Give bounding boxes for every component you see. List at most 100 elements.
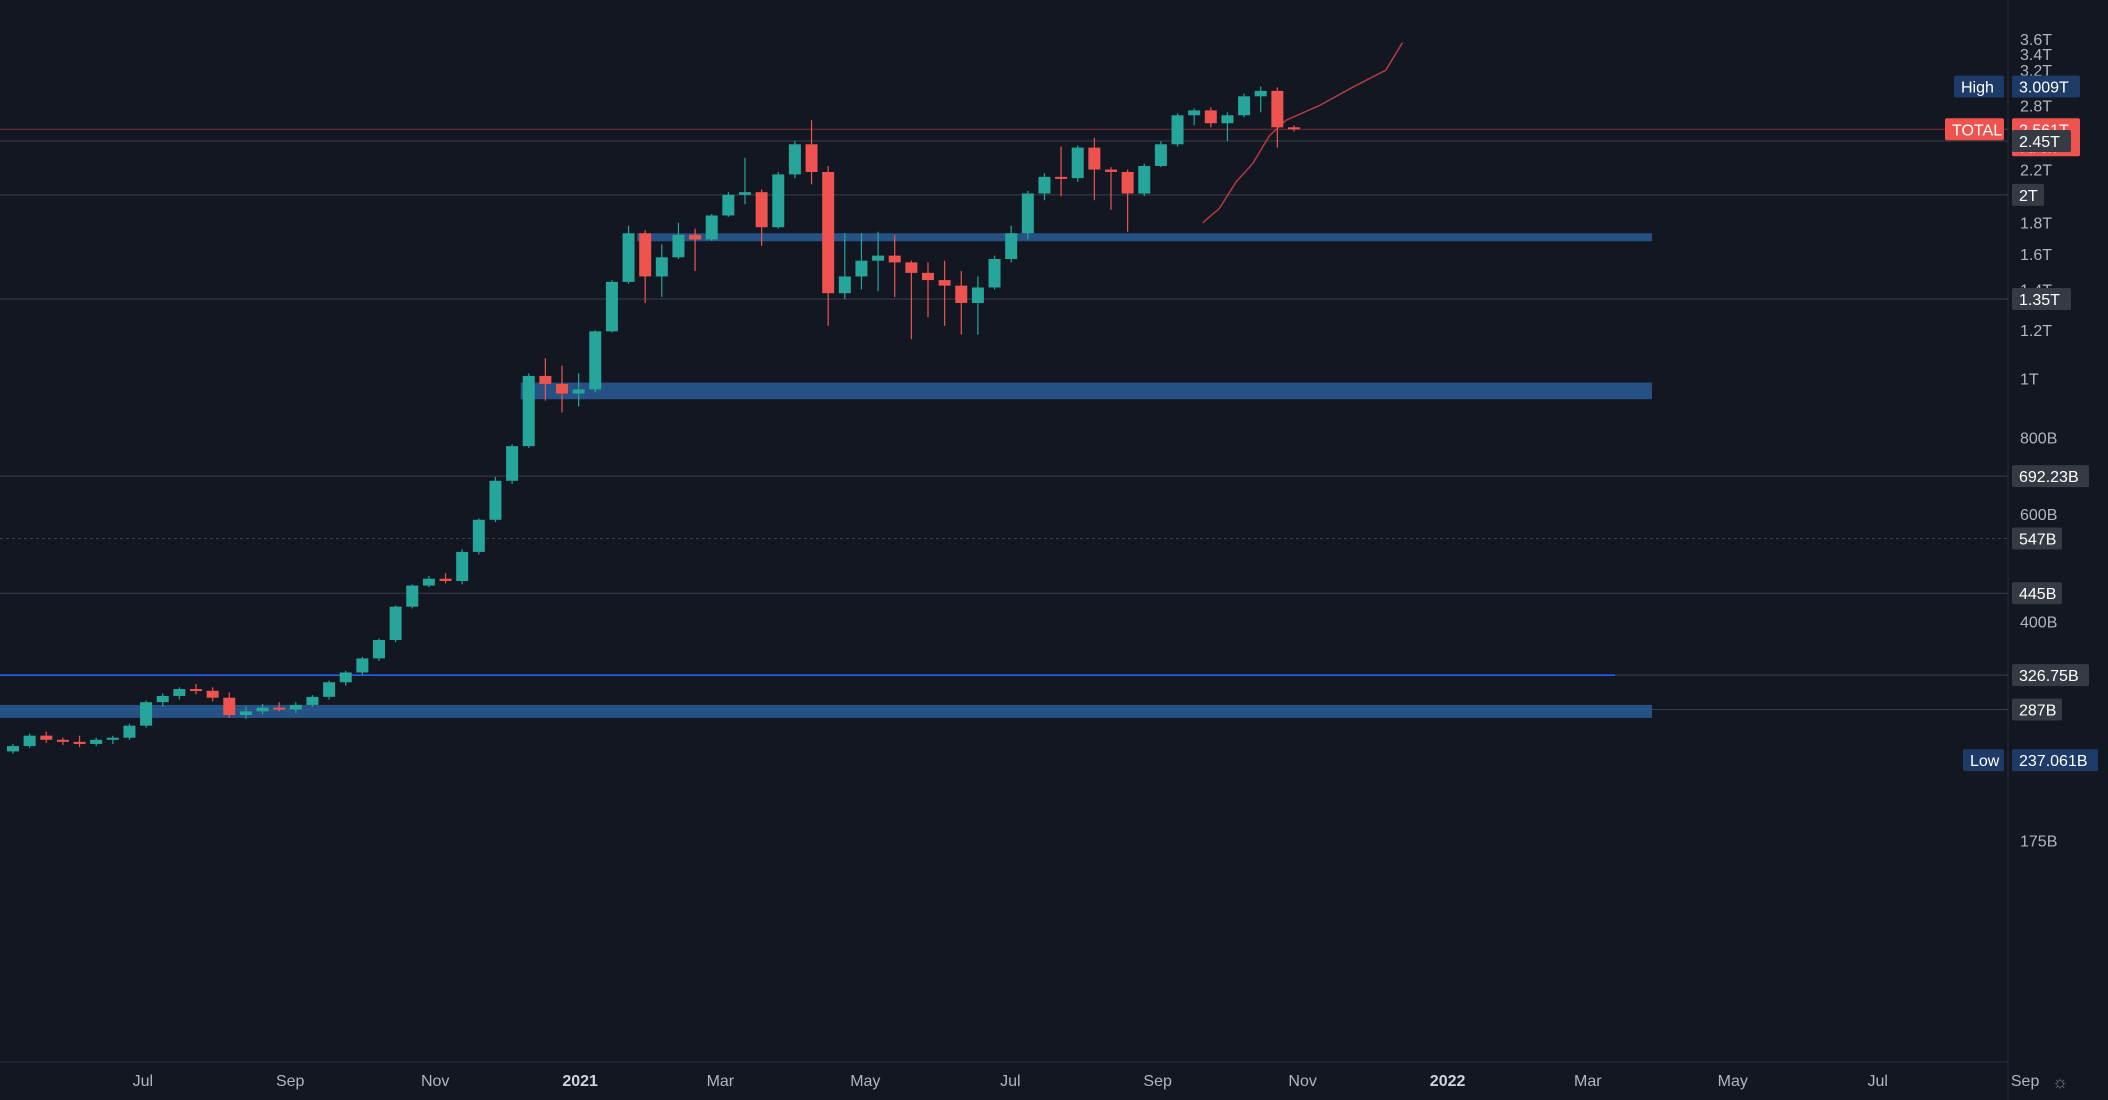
candle[interactable]: [855, 233, 868, 290]
candle[interactable]: [389, 605, 402, 643]
candle[interactable]: [955, 271, 968, 335]
candle[interactable]: [788, 141, 801, 179]
candle[interactable]: [555, 365, 568, 413]
candle[interactable]: [356, 656, 369, 675]
candle[interactable]: [1171, 113, 1184, 147]
candle[interactable]: [456, 549, 469, 585]
candle[interactable]: [339, 670, 352, 686]
zone-rect[interactable]: [520, 382, 1652, 400]
candle[interactable]: [1287, 125, 1300, 132]
candle-body: [472, 519, 485, 552]
candle[interactable]: [406, 584, 419, 609]
candle[interactable]: [1154, 141, 1167, 168]
candle[interactable]: [1254, 86, 1267, 113]
candle[interactable]: [23, 733, 36, 749]
candle[interactable]: [7, 743, 19, 754]
candle[interactable]: [689, 228, 702, 272]
candle[interactable]: [206, 687, 219, 702]
candle[interactable]: [822, 165, 835, 326]
candle[interactable]: [639, 230, 652, 303]
candle[interactable]: [506, 444, 519, 484]
candle[interactable]: [971, 276, 984, 335]
candle[interactable]: [605, 280, 618, 333]
candle[interactable]: [1055, 146, 1068, 197]
candle[interactable]: [1138, 163, 1151, 197]
candle[interactable]: [988, 255, 1001, 290]
time-axis[interactable]: Jul Sep Nov 2021 Mar May Jul Sep Nov 2022 Mar May Ju…: [133, 1073, 2040, 1090]
candle[interactable]: [73, 735, 86, 748]
candle[interactable]: [1188, 108, 1201, 126]
candle[interactable]: [722, 192, 735, 217]
candle[interactable]: [223, 692, 236, 718]
candle[interactable]: [589, 330, 602, 393]
support-zones[interactable]: [0, 233, 1652, 718]
price-label: 1.35T: [2012, 288, 2071, 311]
candle[interactable]: [1021, 190, 1034, 240]
candle[interactable]: [888, 234, 901, 298]
candle[interactable]: [40, 731, 53, 743]
candle[interactable]: [56, 737, 69, 746]
candle[interactable]: [1104, 167, 1117, 210]
candle[interactable]: [1121, 169, 1134, 232]
candle[interactable]: [189, 683, 202, 695]
candle[interactable]: [539, 358, 552, 401]
candle[interactable]: [239, 706, 252, 719]
zone-rect[interactable]: [637, 233, 1652, 242]
price-label-tag-bg: [1954, 75, 2004, 98]
candle[interactable]: [738, 157, 751, 205]
candle[interactable]: [489, 476, 502, 523]
candle[interactable]: [705, 214, 718, 242]
price-label-value: 547B: [2019, 531, 2056, 548]
candle[interactable]: [755, 189, 768, 246]
candle-body: [422, 578, 435, 586]
candle[interactable]: [622, 225, 635, 284]
candle[interactable]: [472, 518, 485, 555]
candle-body: [738, 192, 751, 195]
candle[interactable]: [422, 575, 435, 588]
settings-gear-icon[interactable]: ☼: [2052, 1072, 2069, 1092]
candle[interactable]: [1238, 93, 1251, 118]
candle[interactable]: [1088, 137, 1101, 201]
candle[interactable]: [905, 260, 918, 340]
candle[interactable]: [256, 703, 269, 715]
candle[interactable]: [173, 687, 186, 700]
candle[interactable]: [872, 231, 885, 292]
candles-group[interactable]: [7, 86, 1300, 754]
candle[interactable]: [289, 702, 302, 714]
candle[interactable]: [1221, 112, 1234, 142]
candle[interactable]: [372, 638, 385, 661]
candle[interactable]: [1038, 173, 1051, 201]
candle-body: [905, 262, 918, 273]
candle[interactable]: [1271, 87, 1284, 148]
price-label-bg: [2012, 527, 2062, 550]
candle[interactable]: [921, 262, 934, 318]
candle[interactable]: [140, 700, 153, 728]
price-label-value: 2.45T: [2019, 134, 2060, 151]
candle[interactable]: [1005, 225, 1018, 263]
candle-body: [489, 480, 502, 520]
candle[interactable]: [273, 702, 286, 712]
candle[interactable]: [156, 693, 169, 707]
candle[interactable]: [572, 373, 585, 407]
candle[interactable]: [672, 222, 685, 259]
horizontal-levels[interactable]: [0, 128, 2008, 710]
candle[interactable]: [838, 233, 851, 300]
candle[interactable]: [306, 695, 319, 707]
candle[interactable]: [106, 735, 119, 744]
candle[interactable]: [123, 723, 136, 740]
candle[interactable]: [439, 573, 452, 584]
candle[interactable]: [323, 680, 336, 700]
candle[interactable]: [805, 120, 818, 185]
zone-rect[interactable]: [0, 704, 1652, 718]
candle[interactable]: [1071, 145, 1084, 182]
candle[interactable]: [1204, 107, 1217, 128]
candle[interactable]: [522, 373, 535, 448]
candle[interactable]: [772, 171, 785, 229]
price-label-bg: [2012, 465, 2089, 488]
price-label-value: 2T: [2019, 188, 2038, 205]
candle[interactable]: [655, 244, 668, 298]
candle-body: [788, 144, 801, 175]
candle[interactable]: [90, 737, 103, 747]
candle[interactable]: [938, 260, 951, 326]
